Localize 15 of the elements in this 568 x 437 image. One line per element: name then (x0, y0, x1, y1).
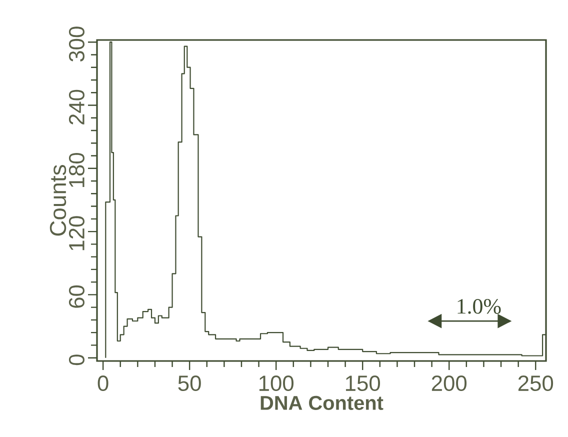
annotation: 1.0% (458, 298, 501, 314)
y-tick-label: 0 (68, 354, 84, 366)
y-tick-label: 180 (68, 152, 84, 188)
x-tick-label: 150 (346, 376, 380, 392)
x-tick-label: 100 (259, 376, 294, 392)
x-tick-label: 50 (178, 376, 201, 392)
x-tick-label: 0 (98, 376, 108, 392)
y-tick-label: 300 (68, 26, 84, 62)
y-axis-title: Counts (50, 165, 66, 236)
x-axis-title: DNA Content (260, 396, 384, 410)
y-tick-label: 240 (68, 90, 84, 124)
x-tick-label: 250 (518, 376, 554, 392)
y-tick-label: 60 (68, 285, 84, 308)
x-tick-label: 200 (432, 376, 467, 392)
y-tick-label: 120 (68, 216, 84, 250)
